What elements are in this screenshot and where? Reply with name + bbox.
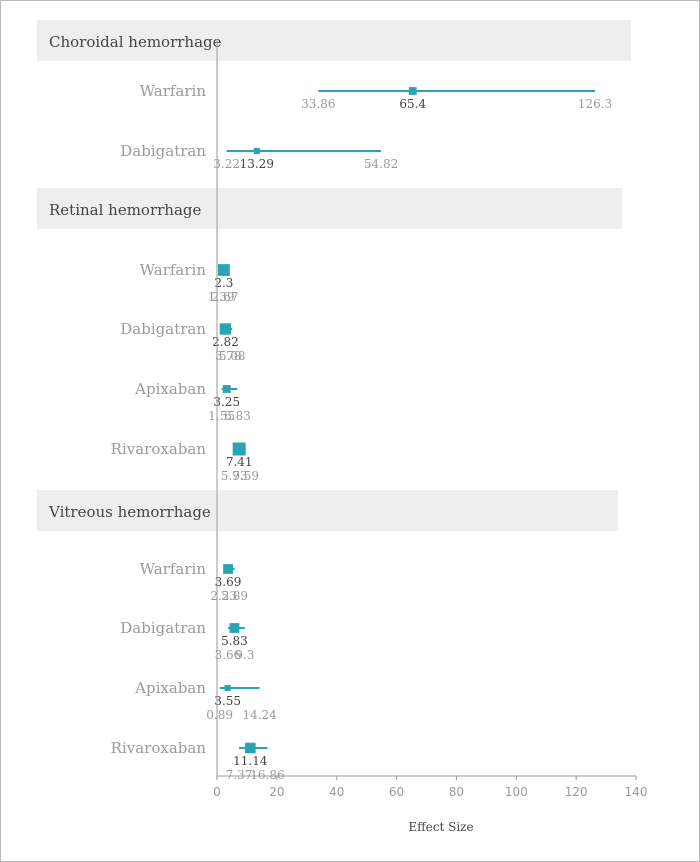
estimate-label: 3.69 <box>215 575 242 589</box>
forest-row: Apixaban 3.251.556.83 <box>134 380 251 423</box>
lower-bound-label: 3.78 <box>215 349 242 363</box>
estimate-label: 2.82 <box>212 335 239 349</box>
lower-bound-label: 5.73 <box>221 469 248 483</box>
lower-bound-label: 1.55 <box>208 409 235 423</box>
forest-row: Warfarin 65.4 33.86 126.3 <box>140 82 613 111</box>
x-tick-label: 80 <box>449 785 464 799</box>
upper-bound-label: 5.89 <box>221 589 248 603</box>
upper-bound-label: 14.24 <box>242 708 277 722</box>
upper-bound-label: 16.86 <box>250 768 284 782</box>
upper-bound-label: 6.83 <box>224 409 251 423</box>
upper-bound-label: 54.82 <box>364 157 398 171</box>
drug-label: Rivaroxaban <box>111 739 207 757</box>
group-title: Choroidal hemorrhage <box>49 33 222 51</box>
estimate-label: 2.3 <box>214 276 233 290</box>
lower-bound-label: 7.37 <box>226 768 253 782</box>
group-band <box>37 20 631 61</box>
x-tick-label: 60 <box>389 785 404 799</box>
forest-row: Dabigatran 13.293.22 54.82 <box>120 142 398 171</box>
drug-label: Warfarin <box>140 261 207 279</box>
group-title: Retinal hemorrhage <box>49 201 202 219</box>
estimate-label: 7.41 <box>226 455 253 469</box>
estimate-label: 3.55 <box>214 694 241 708</box>
lower-bound-label: 33.86 <box>301 97 335 111</box>
x-axis-ticks: 0 20 40 60 80 100 120 140 <box>213 776 647 799</box>
x-tick-label: 20 <box>269 785 284 799</box>
point-estimate-marker <box>224 684 231 692</box>
drug-label: Warfarin <box>140 560 207 578</box>
point-estimate-marker <box>219 323 232 335</box>
drug-label: Apixaban <box>134 679 206 697</box>
estimate-label: 3.25 <box>213 395 240 409</box>
upper-bound-label: 9.3 <box>235 648 254 662</box>
point-estimate-marker <box>245 742 256 754</box>
x-tick-label: 140 <box>625 785 648 799</box>
drug-label: Apixaban <box>134 380 206 398</box>
estimate-label: 11.14 <box>233 754 268 768</box>
point-estimate-marker <box>223 564 233 574</box>
estimate-label: 65.4 <box>399 97 426 111</box>
drug-label: Dabigatran <box>120 619 206 637</box>
upper-bound-label: 9.59 <box>232 469 259 483</box>
x-tick-label: 100 <box>505 785 528 799</box>
lower-bound-label: 0.89 <box>206 708 233 722</box>
point-estimate-marker <box>408 87 417 95</box>
point-estimate-marker <box>253 147 260 155</box>
point-estimate-marker <box>222 385 231 393</box>
drug-label: Warfarin <box>140 82 207 100</box>
group-title: Vitreous hemorrhage <box>48 503 211 521</box>
forest-row: Dabigatran 2.823.785.08 <box>120 320 245 363</box>
point-estimate-marker <box>232 442 246 456</box>
lower-bound-label: 3.22 <box>213 157 240 171</box>
upper-bound-label: 5.08 <box>219 349 246 363</box>
upper-bound-label: 2.67 <box>212 290 239 304</box>
x-tick-label: 120 <box>565 785 588 799</box>
group-bands: Choroidal hemorrhage Retinal hemorrhage Vi… <box>37 20 631 531</box>
upper-bound-label: 126.3 <box>578 97 612 111</box>
x-axis-title: Effect Size <box>408 820 473 834</box>
forest-row: Apixaban 3.550.89 14.24 <box>134 679 277 722</box>
forest-row: Warfarin 2.31.392.67 <box>140 261 239 304</box>
point-estimate-marker <box>217 264 230 276</box>
estimate-label: 13.29 <box>240 157 274 171</box>
lower-bound-label: 3.66 <box>215 648 242 662</box>
drug-label: Dabigatran <box>120 320 206 338</box>
x-tick-label: 40 <box>329 785 344 799</box>
group-band <box>37 188 622 229</box>
drug-label: Rivaroxaban <box>111 440 207 458</box>
group-band <box>37 490 618 531</box>
point-estimate-marker <box>229 623 240 633</box>
drug-label: Dabigatran <box>120 142 206 160</box>
lower-bound-label: 1.39 <box>208 290 235 304</box>
forest-row: Dabigatran 5.833.669.3 <box>120 619 254 662</box>
forest-row: Rivaroxaban 7.415.739.59 <box>111 440 259 483</box>
x-tick-label: 0 <box>213 785 221 799</box>
estimate-label: 5.83 <box>221 634 248 648</box>
